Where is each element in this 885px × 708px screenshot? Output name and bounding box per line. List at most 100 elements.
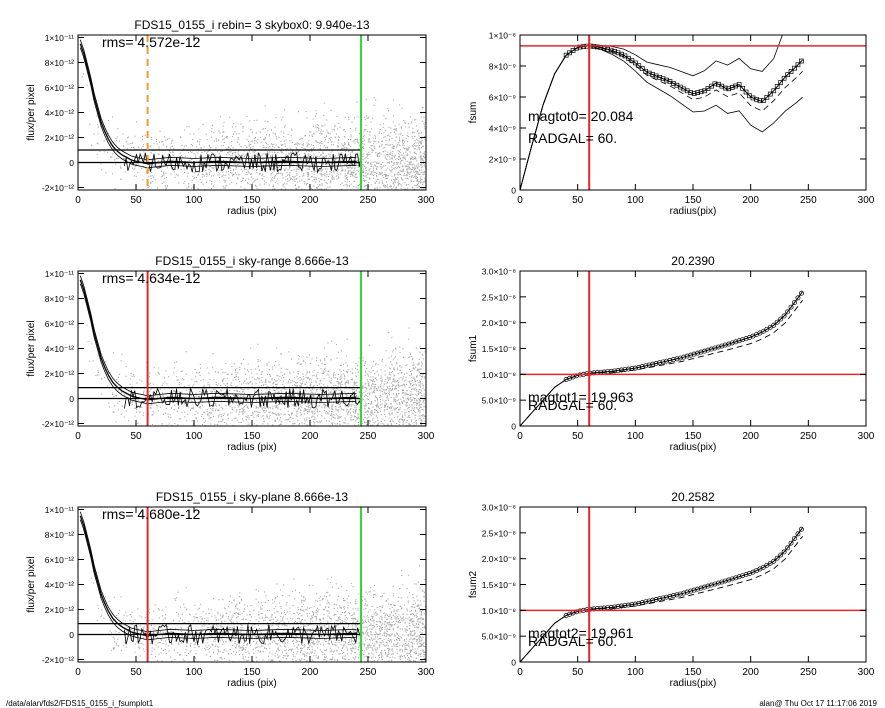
scatter-point bbox=[379, 173, 381, 175]
scatter-point bbox=[307, 153, 309, 155]
scatter-point bbox=[212, 389, 214, 391]
scatter-point bbox=[290, 192, 291, 193]
scatter-point bbox=[322, 372, 324, 374]
scatter-point bbox=[278, 388, 280, 390]
scatter-point bbox=[169, 147, 171, 149]
scatter-point bbox=[379, 396, 381, 398]
scatter-point bbox=[333, 170, 335, 172]
scatter-point bbox=[256, 193, 257, 194]
scatter-point bbox=[304, 383, 306, 385]
scatter-point bbox=[273, 178, 275, 180]
scatter-point bbox=[313, 133, 315, 135]
scatter-point bbox=[410, 172, 412, 174]
scatter-point bbox=[408, 410, 410, 412]
scatter-point bbox=[280, 140, 282, 142]
scatter-point bbox=[265, 382, 267, 384]
scatter-point bbox=[259, 400, 261, 402]
scatter-point bbox=[375, 168, 377, 170]
scatter-point bbox=[284, 413, 286, 415]
scatter-point bbox=[272, 179, 274, 181]
scatter-point bbox=[359, 407, 361, 409]
scatter-point bbox=[226, 160, 228, 162]
scatter-point bbox=[235, 411, 237, 413]
scatter-point bbox=[265, 134, 267, 136]
fsum-marker bbox=[785, 72, 790, 78]
scatter-point bbox=[416, 380, 418, 382]
scatter-point bbox=[265, 438, 266, 439]
scatter-point bbox=[396, 448, 397, 449]
scatter-point bbox=[286, 157, 288, 159]
scatter-point bbox=[285, 436, 286, 437]
scatter-point bbox=[231, 172, 233, 174]
scatter-point bbox=[136, 408, 138, 410]
scatter-point bbox=[209, 400, 211, 402]
scatter-point bbox=[261, 377, 263, 379]
scatter-point bbox=[423, 406, 425, 408]
scatter-point bbox=[306, 417, 308, 419]
scatter-point bbox=[259, 136, 261, 138]
scatter-point bbox=[81, 76, 83, 78]
scatter-point bbox=[404, 414, 406, 416]
scatter-point bbox=[325, 420, 327, 422]
scatter-point bbox=[343, 421, 345, 423]
scatter-point bbox=[227, 167, 229, 169]
scatter-point bbox=[370, 163, 372, 165]
scatter-point bbox=[209, 180, 211, 182]
scatter-point bbox=[337, 383, 339, 385]
scatter-point bbox=[308, 150, 310, 152]
scatter-point bbox=[235, 433, 236, 434]
scatter-point bbox=[220, 389, 222, 391]
scatter-point bbox=[290, 152, 292, 154]
scatter-point bbox=[142, 414, 144, 416]
scatter-point bbox=[120, 388, 122, 390]
scatter-point bbox=[401, 107, 403, 109]
scatter-point bbox=[363, 179, 365, 181]
scatter-point bbox=[305, 400, 307, 402]
x-tick-label: 50 bbox=[130, 195, 142, 206]
fsum-marker bbox=[788, 69, 794, 74]
scatter-point bbox=[423, 161, 425, 163]
scatter-point bbox=[272, 132, 274, 134]
scatter-point bbox=[222, 144, 224, 146]
scatter-point bbox=[190, 143, 192, 145]
scatter-point bbox=[401, 154, 403, 156]
scatter-point bbox=[374, 171, 376, 173]
scatter-point bbox=[367, 417, 369, 419]
scatter-point bbox=[311, 394, 313, 396]
scatter-point bbox=[326, 170, 328, 172]
scatter-point bbox=[396, 177, 398, 179]
scatter-point bbox=[316, 444, 317, 445]
scatter-point bbox=[253, 154, 255, 156]
scatter-point bbox=[326, 146, 328, 148]
scatter-point bbox=[299, 143, 301, 145]
scatter-point bbox=[399, 138, 401, 140]
scatter-point bbox=[271, 379, 273, 381]
scatter-point bbox=[296, 376, 298, 378]
scatter-point bbox=[118, 400, 120, 402]
scatter-point bbox=[274, 390, 276, 392]
scatter-point bbox=[195, 156, 197, 158]
scatter-point bbox=[347, 399, 349, 401]
scatter-point bbox=[408, 165, 410, 167]
scatter-point bbox=[368, 182, 370, 184]
scatter-point bbox=[346, 448, 347, 449]
scatter-point bbox=[150, 388, 152, 390]
scatter-point bbox=[321, 428, 322, 429]
scatter-point bbox=[320, 129, 322, 131]
scatter-point bbox=[344, 147, 346, 149]
scatter-point bbox=[246, 182, 248, 184]
scatter-point bbox=[354, 394, 356, 396]
scatter-point bbox=[230, 155, 232, 157]
scatter-point bbox=[237, 137, 239, 139]
scatter-point bbox=[266, 414, 268, 416]
scatter-point bbox=[339, 184, 341, 186]
scatter-point bbox=[354, 174, 356, 176]
scatter-point bbox=[410, 180, 412, 182]
scatter-point bbox=[299, 158, 301, 160]
scatter-point bbox=[328, 406, 330, 408]
scatter-point bbox=[344, 417, 346, 419]
fsum-marker bbox=[740, 85, 745, 91]
scatter-point bbox=[269, 381, 271, 383]
scatter-point bbox=[334, 124, 336, 126]
scatter-point bbox=[362, 155, 364, 157]
